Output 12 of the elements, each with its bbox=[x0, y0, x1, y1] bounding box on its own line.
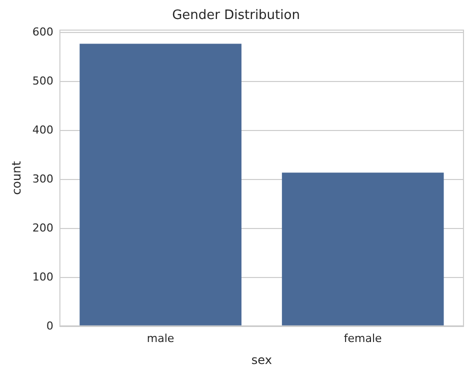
x-tick-label: male bbox=[146, 332, 174, 345]
y-tick-label: 500 bbox=[32, 74, 54, 88]
y-tick-label: 400 bbox=[32, 123, 54, 136]
y-tick-label: 200 bbox=[32, 221, 54, 234]
chart-title: Gender Distribution bbox=[172, 8, 300, 24]
y-axis-title: count bbox=[9, 160, 24, 195]
x-axis-title: sex bbox=[251, 352, 272, 367]
y-tick-label: 0 bbox=[46, 319, 54, 332]
x-tick-label: female bbox=[344, 332, 382, 345]
y-tick-label: 300 bbox=[32, 172, 54, 186]
y-tick-label: 100 bbox=[32, 270, 54, 284]
y-tick-label: 600 bbox=[32, 25, 54, 38]
